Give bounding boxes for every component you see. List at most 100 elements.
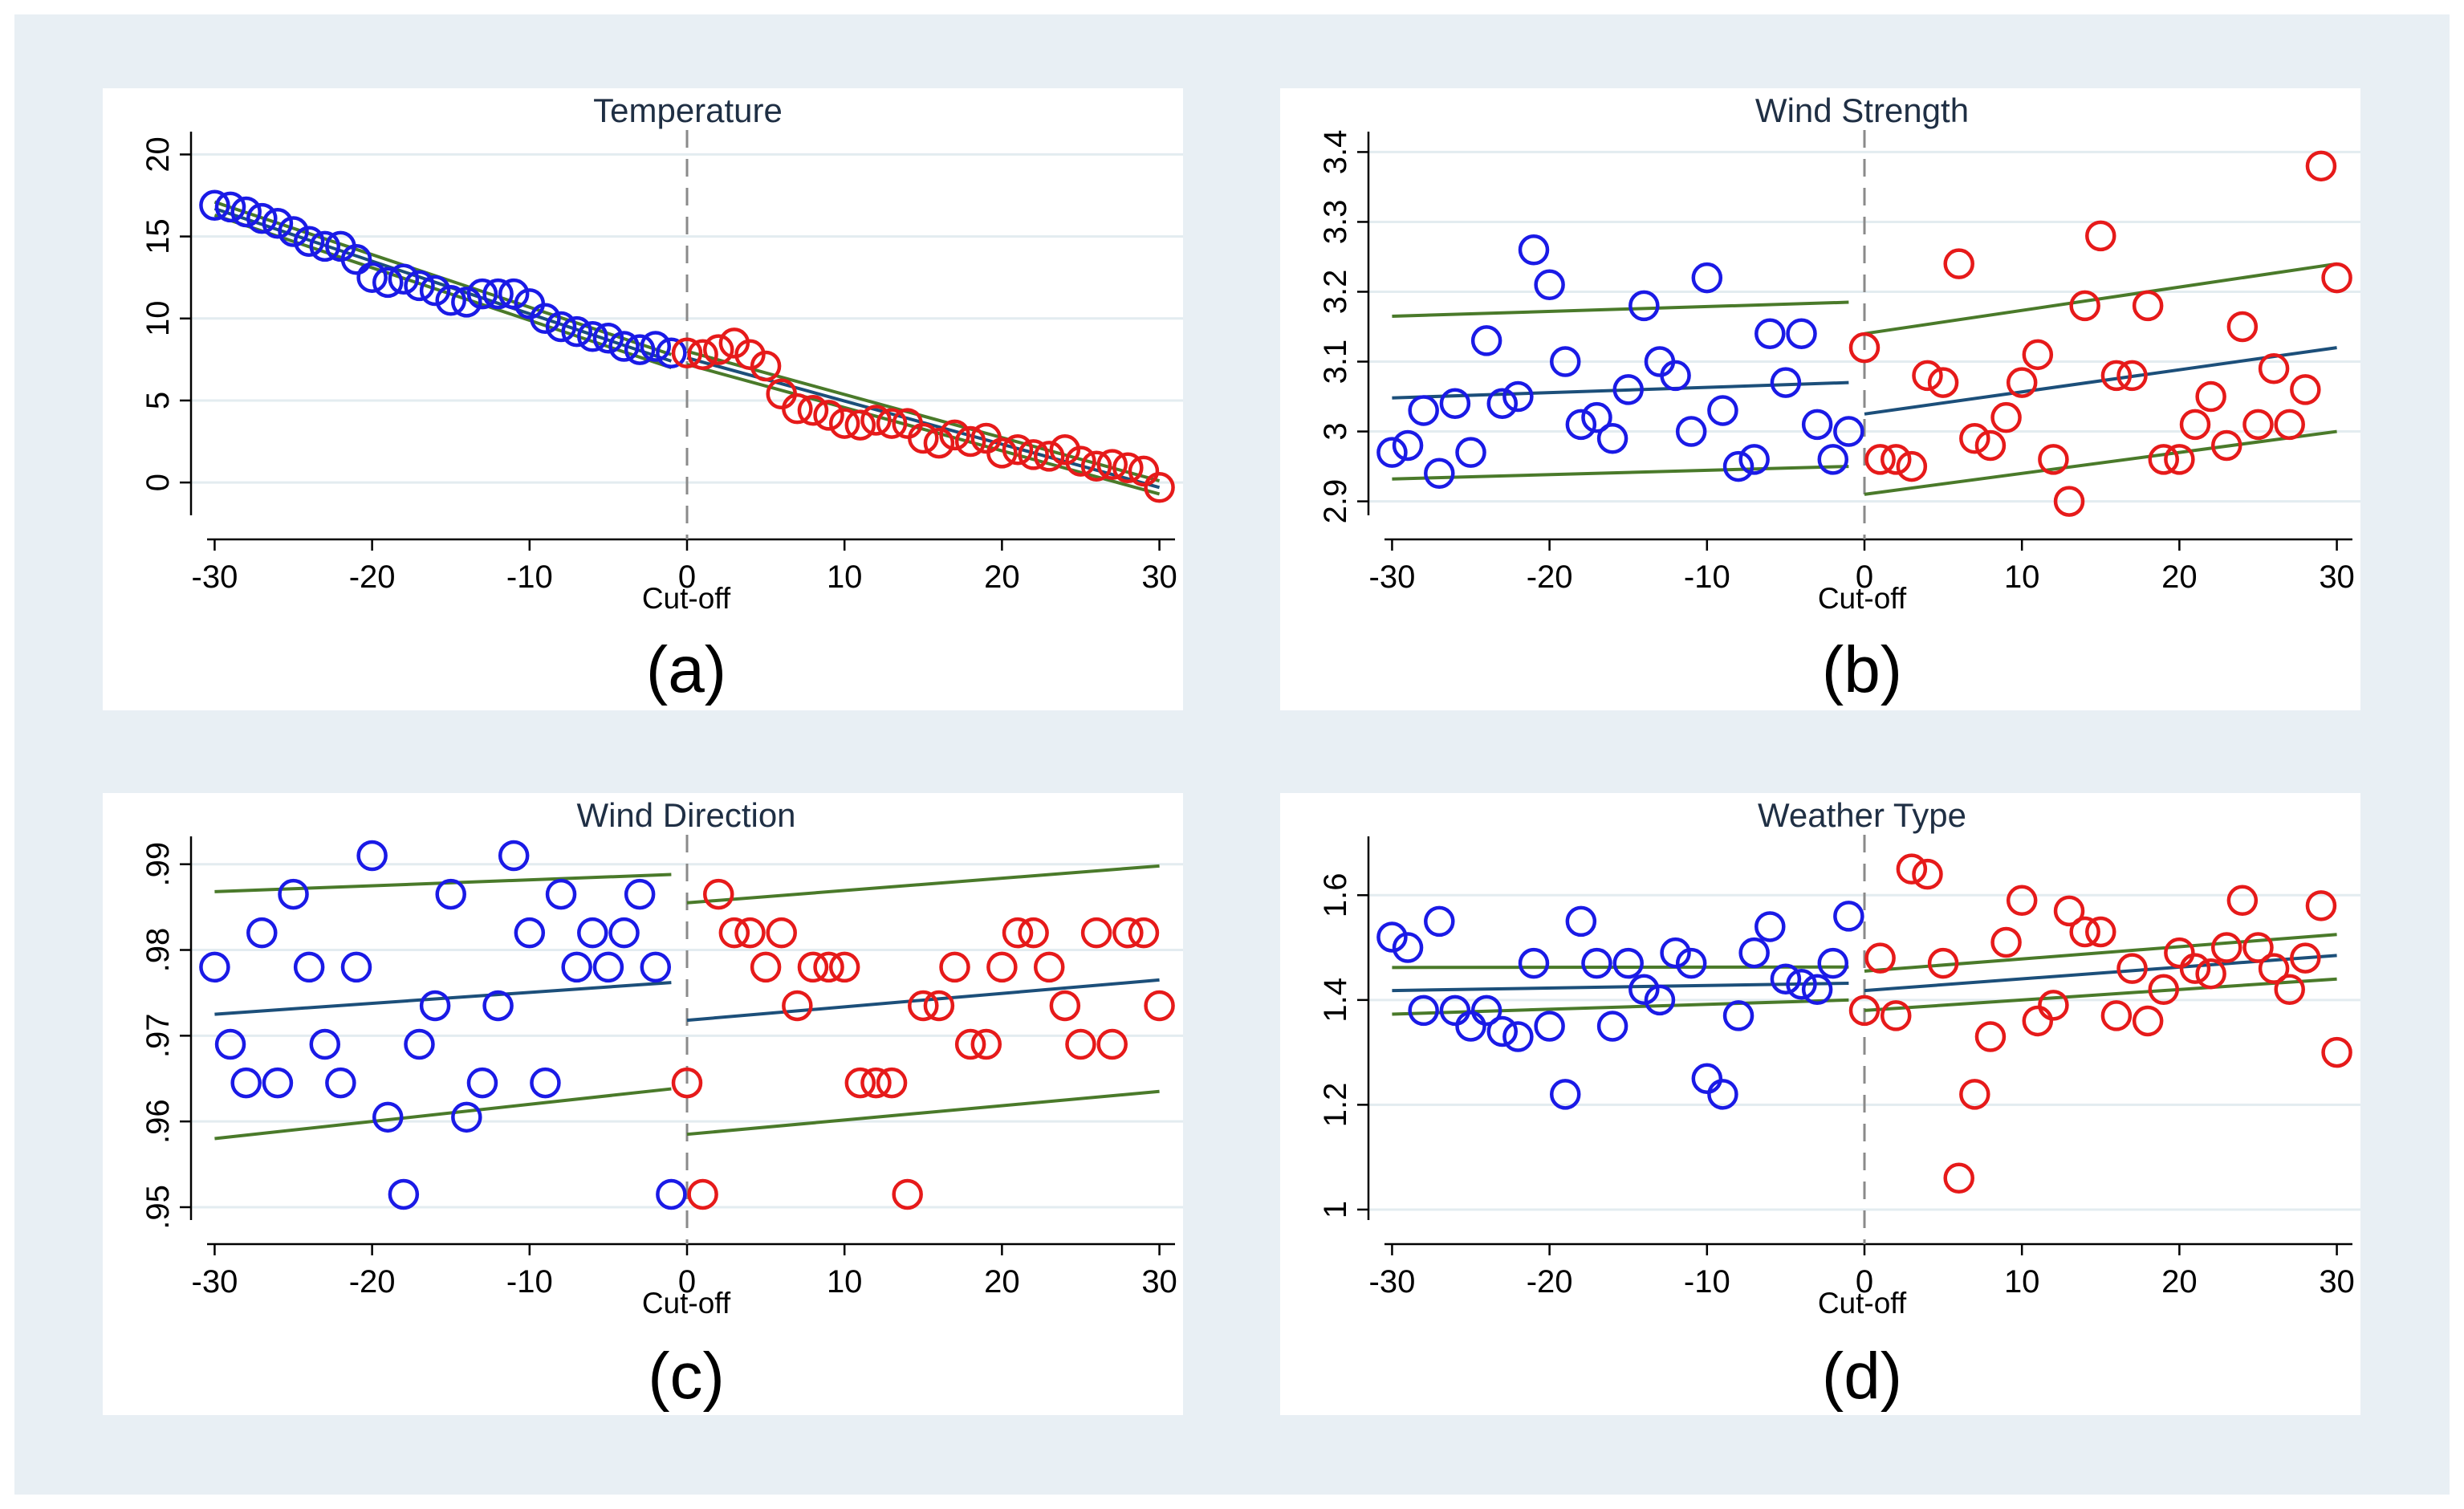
panel-c-point-left [278,878,309,910]
panel-b-point-left [1408,395,1439,426]
panel-a-ci-right-lower-line [686,363,1161,496]
panel-b-point-left [1518,234,1550,266]
panel-a-y-tick-label: 15 [140,218,176,254]
panel-d-point-left [1801,974,1833,1006]
panel-a-point-right [1096,449,1128,480]
panel-a-point-left [309,230,341,262]
panel-c-ci-right-lower-line [686,1089,1160,1137]
panel-b-point-left [1596,423,1628,454]
panel-b-point-right [1848,331,1881,364]
panel-a-point-right [702,334,734,365]
panel-b-point-right [2085,220,2116,252]
panel-a-point-left [404,270,435,302]
panel-b-point-left [1786,318,1817,349]
panel-c-point-left [656,1178,687,1210]
panel-a-y-tick-label: 10 [140,301,176,337]
panel-a-x-tick-label: -10 [506,559,553,595]
panel-b-point-right [1974,429,2007,462]
panel-c-point-left [388,1178,420,1210]
panel-a-point-left [388,263,420,295]
panel-d-point-left [1833,901,1864,932]
panel-a: Temperature Cut-off (a) 0 5 10 15 20 -30 -20 -1… [103,88,1183,710]
panel-d-point-right [2006,885,2038,917]
panel-d-point-left [1502,1021,1534,1052]
panel-d-point-left [1439,994,1471,1027]
panel-c-point-right [970,1028,1002,1060]
panel-b-point-left [1660,360,1691,392]
panel-c-point-right [939,951,970,983]
panel-d-point-right [2210,932,2242,963]
panel-c-point-left [608,917,640,949]
panel-a-point-left [498,278,530,310]
panel-d-point-left [1376,921,1408,953]
panel-d-y-tick-label: 1.2 [1318,1083,1353,1128]
panel-c-x-tick-label: -10 [506,1264,553,1300]
panel-c-point-left [530,1067,561,1099]
panel-a-point-left [214,191,246,223]
panel-d-x-tick-label: 0 [1856,1264,1873,1300]
panel-d-point-right [1959,1079,1990,1110]
panel-c-point-right [828,951,860,983]
panel-d-point-right [2053,895,2085,927]
panel-a-point-left [419,275,451,307]
panel-d-point-left [1817,947,1849,979]
panel-b-x-tick-label: -20 [1527,559,1573,595]
panel-b-point-left [1424,458,1455,490]
panel-c-point-left [340,951,372,983]
panel-c-y-tick-label: .96 [140,1099,176,1144]
panel-b-x-tick-label: 20 [2161,559,2198,595]
panel-c-point-right [782,990,813,1022]
panel-a-point-left [246,202,278,234]
panel-a-point-left [640,331,672,362]
panel-b-point-left [1549,346,1581,377]
panel-a-point-left [451,287,482,318]
panel-b-point-left [1738,444,1770,475]
panel-b-point-left [1376,437,1408,468]
panel-a-point-left [656,337,687,368]
panel-c-point-right [1033,951,1065,983]
panel-c-point-right [1080,917,1112,949]
panel-a-point-right [939,419,970,451]
panel-b-point-left [1628,290,1660,322]
panel-c-point-left [545,878,577,910]
panel-a-point-right [1112,452,1144,483]
panel-d-point-right [2274,974,2305,1006]
panel-c-point-right [1128,917,1160,949]
panel-b-point-right [1896,450,1928,482]
panel-a-point-right [844,409,876,441]
panel-a-point-left [624,334,656,365]
panel-d-ci-right-upper-line [1864,933,2337,973]
panel-a-point-right [828,408,860,439]
panel-c-point-left [404,1028,435,1060]
panel-c-point-right [813,951,844,983]
panel-c-point-left [498,840,530,872]
panel-d-point-left [1660,937,1691,969]
panel-d-y-tick-label: 1.6 [1318,872,1353,917]
panel-d-point-left [1770,963,1802,994]
panel-c-point-right [1065,1028,1096,1060]
panel-c-point-right [908,990,939,1022]
panel-a-point-right [1065,445,1096,477]
panel-a-point-right [1033,441,1065,472]
panel-c-point-left [246,917,278,949]
panel-c-point-right [860,1067,892,1099]
panel-c-point-right [1049,990,1081,1022]
panel-c-point-left [466,1067,498,1099]
panel-c-ci-right-upper-line [686,864,1160,905]
panel-a-point-left [577,321,608,352]
panel-c-point-right [844,1067,876,1099]
panel-d-point-left [1424,905,1455,938]
panel-d-point-right [2022,1005,2054,1037]
panel-a-point-left [608,331,640,362]
panel-b-point-right [2100,360,2133,392]
panel-b-point-left [1392,429,1424,462]
panel-b-x-axis-label: Cut-off [1818,582,1907,615]
panel-b-point-right [1990,401,2022,433]
panel-d-point-left [1754,911,1786,942]
panel-a-point-left [199,189,230,222]
panel-a-y-tick-label: 5 [140,392,176,409]
panel-c-x-tick-label: 0 [678,1264,696,1300]
panel-d-point-right [2195,958,2226,990]
panel-b-y-tick-label: 3.3 [1318,200,1353,245]
